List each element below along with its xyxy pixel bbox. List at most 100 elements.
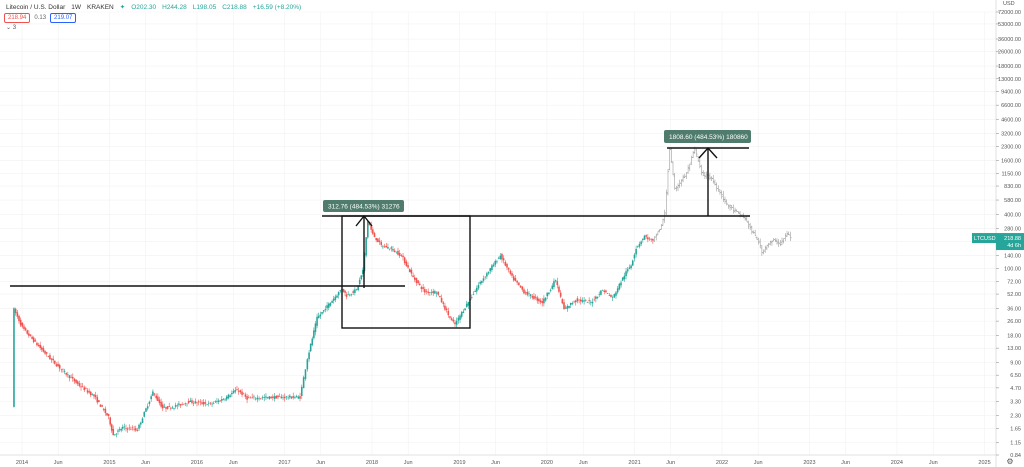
symbol-price-tag [972, 233, 996, 244]
candle [608, 295, 611, 296]
candle [645, 235, 647, 237]
candle [222, 399, 225, 400]
x-tick-label: Jun [929, 460, 938, 466]
candle [146, 406, 149, 409]
candle [294, 397, 296, 399]
candle [400, 255, 403, 256]
candle [583, 300, 585, 302]
y-tick-label: 2300.00 [1001, 144, 1021, 150]
candle [192, 403, 195, 404]
target-label-box[interactable] [664, 130, 751, 143]
candle [648, 238, 651, 240]
candle [422, 287, 424, 289]
buy-button[interactable]: 219.07 [50, 13, 77, 23]
candle [354, 289, 356, 293]
measure-label-box[interactable] [323, 200, 404, 212]
candle [57, 363, 59, 367]
candle [553, 281, 555, 288]
candle [121, 426, 124, 429]
candle [290, 396, 293, 399]
candle [504, 261, 507, 266]
candle [476, 287, 478, 292]
candle [204, 402, 207, 404]
sell-button[interactable]: 218.94 [4, 13, 31, 23]
candle [206, 404, 208, 406]
y-tick-label: 4.70 [1010, 386, 1021, 392]
cycle-range-box[interactable] [341, 215, 471, 329]
collapse-indicators-button[interactable]: ⌄ 3 [6, 24, 16, 31]
candle [509, 270, 512, 274]
candle [472, 294, 475, 295]
candle [196, 402, 198, 404]
candle [603, 290, 606, 292]
candle [324, 309, 327, 310]
candle [482, 278, 485, 281]
measure-label-text: 312.76 (484.53%) 31276 [328, 204, 400, 211]
candle [357, 285, 359, 291]
candle [492, 264, 495, 267]
candle [347, 294, 349, 296]
candle [170, 408, 172, 409]
candle [628, 267, 631, 269]
candle [171, 407, 174, 409]
candle [148, 401, 151, 404]
interval-label[interactable]: 1W [71, 3, 81, 11]
candle [31, 336, 33, 339]
candle [623, 275, 626, 280]
candle [574, 300, 577, 303]
candle [306, 359, 309, 370]
candle [350, 294, 353, 295]
candle [123, 426, 126, 428]
y-tick-label: 1.65 [1010, 427, 1021, 433]
candle [398, 252, 401, 256]
candle [163, 406, 166, 408]
candle [373, 233, 376, 238]
candle [75, 379, 77, 383]
y-tick-label: 400.00 [1004, 213, 1021, 219]
candle [234, 390, 237, 392]
candle [524, 292, 527, 294]
candle [101, 405, 103, 407]
candle [176, 405, 179, 407]
x-tick-label: Jun [491, 460, 500, 466]
trade-buttons: 218.94 0.13 219.07 [4, 13, 77, 23]
candle [424, 289, 426, 293]
candle [435, 292, 438, 294]
settings-gear-icon[interactable]: ⚙ [1006, 457, 1013, 466]
x-tick-label: 2024 [891, 460, 903, 466]
y-tick-label: 1.15 [1010, 441, 1021, 447]
candle [331, 301, 333, 303]
candle [329, 302, 332, 306]
candle [541, 301, 544, 304]
candle [533, 296, 535, 299]
candle [70, 377, 72, 379]
candle [393, 250, 396, 253]
candle [242, 393, 245, 395]
candle [39, 344, 41, 348]
candle [253, 396, 255, 398]
candle [425, 291, 428, 292]
candle [620, 282, 622, 286]
candle [86, 390, 89, 393]
candle [337, 291, 340, 296]
candle [626, 269, 629, 272]
candle [581, 300, 584, 302]
candle [133, 428, 135, 430]
candle [442, 302, 445, 304]
candle [277, 395, 279, 398]
candle [437, 291, 440, 295]
candle [41, 347, 43, 350]
candle [166, 406, 169, 409]
x-tick-label: 2016 [191, 460, 203, 466]
candle [405, 261, 408, 266]
candle [344, 290, 346, 293]
candle [280, 396, 283, 399]
candle [362, 270, 364, 274]
candle [225, 396, 228, 400]
candle [207, 402, 210, 404]
candle [36, 342, 38, 346]
symbol-name[interactable]: Litecoin / U.S. Dollar [6, 3, 66, 11]
candle [332, 298, 335, 301]
